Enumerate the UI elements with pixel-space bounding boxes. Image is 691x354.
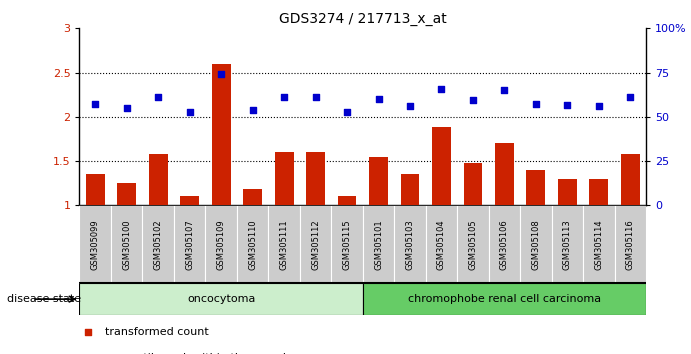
- Text: GSM305107: GSM305107: [185, 219, 194, 270]
- Bar: [306, 152, 325, 205]
- Bar: [589, 179, 608, 205]
- Bar: [457, 205, 489, 283]
- Bar: [621, 154, 640, 205]
- Point: [594, 103, 605, 109]
- Bar: [426, 205, 457, 283]
- Text: GSM305111: GSM305111: [280, 219, 289, 270]
- Text: GSM305104: GSM305104: [437, 219, 446, 270]
- Text: GSM305101: GSM305101: [374, 219, 383, 270]
- Bar: [401, 175, 419, 205]
- Bar: [432, 127, 451, 205]
- Bar: [520, 205, 551, 283]
- Bar: [464, 163, 482, 205]
- Text: oncocytoma: oncocytoma: [187, 294, 255, 304]
- Text: percentile rank within the sample: percentile rank within the sample: [105, 353, 293, 354]
- Bar: [495, 143, 514, 205]
- Text: disease state: disease state: [7, 294, 81, 304]
- Bar: [111, 205, 142, 283]
- Bar: [268, 205, 300, 283]
- Text: GSM305109: GSM305109: [216, 219, 226, 270]
- Text: GSM305106: GSM305106: [500, 219, 509, 270]
- Point: [404, 103, 415, 109]
- Point: [216, 72, 227, 77]
- Bar: [274, 152, 294, 205]
- Point: [247, 107, 258, 113]
- Text: GSM305115: GSM305115: [343, 219, 352, 270]
- Point: [184, 109, 195, 114]
- Text: GSM305105: GSM305105: [468, 219, 477, 270]
- Text: transformed count: transformed count: [105, 327, 209, 337]
- Bar: [243, 189, 262, 205]
- Bar: [583, 205, 614, 283]
- Bar: [149, 154, 168, 205]
- Bar: [331, 205, 363, 283]
- Bar: [211, 64, 231, 205]
- Bar: [117, 183, 136, 205]
- Point: [373, 96, 384, 102]
- Bar: [237, 205, 268, 283]
- Text: GSM305110: GSM305110: [248, 219, 257, 270]
- Point: [531, 101, 542, 107]
- Bar: [174, 205, 205, 283]
- Bar: [205, 205, 237, 283]
- Bar: [86, 175, 104, 205]
- Point: [278, 95, 290, 100]
- Bar: [180, 196, 199, 205]
- Point: [82, 329, 93, 335]
- Bar: [614, 205, 646, 283]
- Bar: [79, 205, 111, 283]
- Bar: [395, 205, 426, 283]
- Point: [310, 95, 321, 100]
- Title: GDS3274 / 217713_x_at: GDS3274 / 217713_x_at: [279, 12, 446, 26]
- Bar: [489, 205, 520, 283]
- Point: [341, 110, 352, 115]
- Point: [121, 105, 132, 111]
- Text: GSM305116: GSM305116: [626, 219, 635, 270]
- Text: GSM305114: GSM305114: [594, 219, 603, 270]
- Point: [467, 97, 478, 103]
- Point: [499, 87, 510, 93]
- Bar: [551, 205, 583, 283]
- Bar: [369, 156, 388, 205]
- Point: [436, 86, 447, 91]
- Bar: [363, 283, 646, 315]
- Text: chromophobe renal cell carcinoma: chromophobe renal cell carcinoma: [408, 294, 601, 304]
- Text: GSM305102: GSM305102: [153, 219, 162, 270]
- Point: [562, 103, 573, 108]
- Bar: [363, 205, 395, 283]
- Point: [153, 95, 164, 100]
- Point: [90, 102, 101, 107]
- Point: [625, 95, 636, 100]
- Text: GSM305100: GSM305100: [122, 219, 131, 270]
- Text: GSM305113: GSM305113: [563, 219, 572, 270]
- Bar: [338, 196, 357, 205]
- Bar: [142, 205, 174, 283]
- Bar: [300, 205, 331, 283]
- Bar: [558, 179, 577, 205]
- Text: GSM305108: GSM305108: [531, 219, 540, 270]
- Text: GSM305103: GSM305103: [406, 219, 415, 270]
- Text: GSM305099: GSM305099: [91, 219, 100, 270]
- Bar: [79, 283, 363, 315]
- Bar: [527, 170, 545, 205]
- Text: GSM305112: GSM305112: [311, 219, 320, 270]
